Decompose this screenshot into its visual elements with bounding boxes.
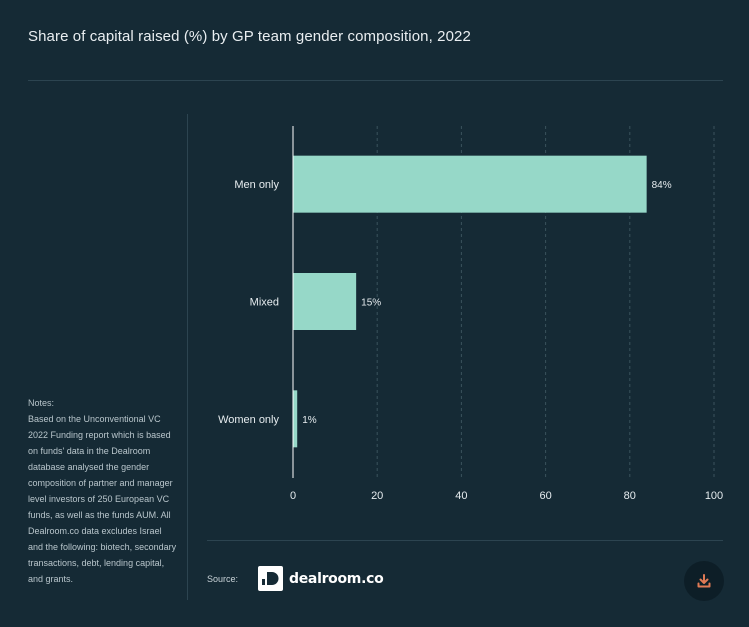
x-tick-label: 100 bbox=[705, 490, 723, 502]
notes-divider bbox=[187, 114, 188, 600]
bar-chart: 0 20 40 60 80 100 Men only 84% Mixed 15% Women onl… bbox=[218, 126, 723, 502]
bar bbox=[293, 390, 298, 448]
category-label: Women only bbox=[218, 414, 279, 426]
x-tick-label: 20 bbox=[371, 490, 383, 502]
x-tick-label: 0 bbox=[290, 490, 296, 502]
category-label: Men only bbox=[234, 179, 279, 191]
dealroom-logo-icon bbox=[258, 566, 283, 591]
download-icon bbox=[697, 574, 711, 588]
data-label: 15% bbox=[361, 298, 381, 309]
chart-title: Share of capital raised (%) by GP team g… bbox=[28, 28, 471, 45]
category-label: Mixed bbox=[250, 297, 279, 309]
dealroom-logo[interactable]: dealroom.co bbox=[258, 566, 384, 591]
footer-divider bbox=[207, 540, 723, 541]
notes-heading: Notes: bbox=[28, 398, 55, 408]
notes: Notes: Based on the Unconventional VC 20… bbox=[28, 395, 178, 587]
bar bbox=[293, 273, 357, 330]
title-divider bbox=[28, 80, 723, 81]
dealroom-logo-text: dealroom.co bbox=[289, 570, 384, 587]
x-tick-label: 40 bbox=[455, 490, 467, 502]
source-label: Source: bbox=[207, 574, 239, 584]
notes-body: Based on the Unconventional VC 2022 Fund… bbox=[28, 414, 177, 584]
data-label: 1% bbox=[302, 415, 317, 426]
bar bbox=[293, 155, 647, 213]
x-tick-label: 60 bbox=[539, 490, 551, 502]
download-button[interactable] bbox=[684, 561, 724, 601]
x-tick-label: 80 bbox=[624, 490, 636, 502]
data-label: 84% bbox=[652, 180, 672, 191]
